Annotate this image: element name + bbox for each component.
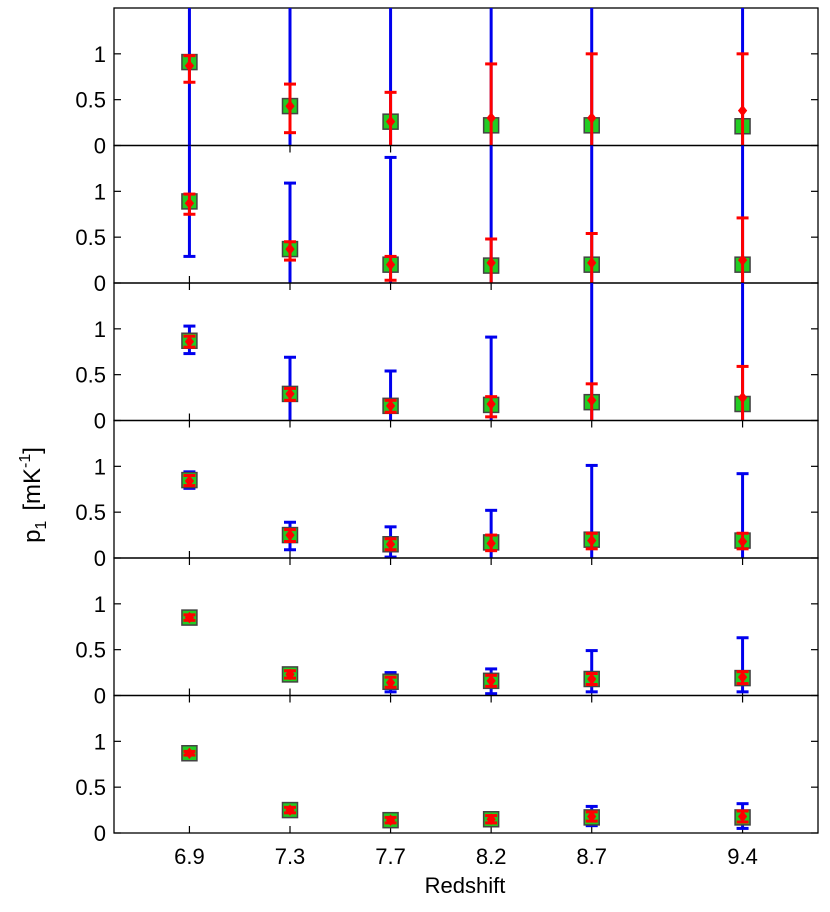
y-tick-label: 0: [94, 409, 106, 434]
estimate-marker: [285, 243, 295, 255]
estimate-marker: [486, 398, 496, 410]
estimate-marker: [486, 813, 496, 826]
estimate-marker: [587, 673, 597, 685]
panel-data: [181, 745, 751, 830]
y-tick-label: 0: [94, 546, 106, 571]
panel-frame: [113, 557, 819, 697]
y-tick-label: 0: [94, 821, 106, 846]
estimate-marker: [737, 254, 748, 266]
estimate-marker: [285, 668, 295, 681]
panel-frame: [113, 694, 819, 834]
panel-frame: [113, 282, 819, 422]
estimate-marker: [737, 535, 748, 548]
panel-data: [181, 283, 751, 421]
y-tick-label: 1: [94, 729, 106, 754]
estimate-marker: [285, 100, 295, 112]
panel-frame: [113, 419, 819, 559]
estimate-marker: [737, 671, 748, 683]
panel-data: [181, 463, 751, 558]
panel-frame: [113, 7, 819, 147]
y-axis-label-exponent: -1: [17, 454, 34, 468]
estimate-marker: [385, 115, 396, 128]
x-tick-label: 8.2: [476, 844, 507, 869]
estimate-marker: [385, 814, 396, 826]
estimate-marker: [184, 611, 195, 624]
estimate-marker: [587, 810, 597, 823]
estimate-marker: [385, 400, 396, 412]
y-tick-label: 1: [94, 454, 106, 479]
y-tick-label: 1: [94, 317, 106, 342]
y-axis-label-symbol: p: [19, 530, 46, 543]
y-tick-label: 1: [94, 179, 106, 204]
estimate-marker: [486, 112, 496, 124]
estimate-marker: [737, 104, 748, 117]
panel-2: 00.51: [75, 144, 819, 296]
estimate-marker: [385, 258, 396, 271]
panel-data: [181, 8, 751, 146]
x-tick-label: 7.7: [375, 844, 406, 869]
panel-3: 00.51: [75, 282, 819, 434]
y-tick-label: 0: [94, 684, 106, 709]
y-axis-label: p1 [mK-1]: [17, 447, 50, 543]
y-axis-label-unit: [mK: [19, 468, 46, 511]
y-tick-label: 0: [94, 271, 106, 296]
estimate-marker: [486, 257, 496, 269]
x-axis: 6.9 7.3 7.7 8.2 8.7 9.4: [174, 844, 758, 869]
x-tick-label: 7.3: [275, 844, 306, 869]
y-tick-label: 0.5: [75, 88, 106, 113]
panel-1: 00.51: [75, 7, 819, 159]
estimate-marker: [285, 804, 295, 816]
estimate-marker: [184, 59, 195, 72]
y-axis-label-text: p1 [mK-1]: [17, 447, 50, 543]
panel-frame: [113, 144, 819, 284]
panel-5: 00.51: [75, 557, 819, 709]
estimate-marker: [184, 335, 195, 348]
estimate-marker: [486, 675, 496, 687]
estimate-marker: [737, 810, 748, 823]
panel-data: [181, 609, 751, 696]
estimate-marker: [587, 112, 597, 124]
x-tick-label: 8.7: [576, 844, 607, 869]
estimate-marker: [737, 391, 748, 404]
y-tick-label: 0.5: [75, 500, 106, 525]
x-tick-label: 9.4: [727, 844, 758, 869]
x-tick-label: 6.9: [174, 844, 205, 869]
y-axis-label-subscript: 1: [33, 521, 50, 530]
y-tick-label: 1: [94, 592, 106, 617]
estimate-marker: [285, 529, 295, 541]
estimate-marker: [385, 676, 396, 689]
y-tick-label: 1: [94, 42, 106, 67]
y-tick-label: 0.5: [75, 775, 106, 800]
y-tick-label: 0: [94, 134, 106, 159]
estimate-marker: [285, 388, 295, 400]
y-tick-label: 0.5: [75, 638, 106, 663]
y-tick-label: 0.5: [75, 363, 106, 388]
estimate-marker: [184, 475, 195, 487]
estimate-marker: [184, 747, 195, 760]
estimate-marker: [486, 537, 496, 550]
y-tick-label: 0.5: [75, 225, 106, 250]
estimate-marker: [184, 197, 195, 210]
panel-6: 00.51: [75, 694, 819, 846]
estimate-marker: [587, 534, 597, 547]
y-axis-label-unit-close: ]: [19, 447, 46, 454]
panel-4: 00.51: [75, 419, 819, 571]
x-axis-label: Redshift: [425, 873, 506, 898]
estimate-marker: [587, 394, 597, 407]
panel-data: [181, 145, 751, 283]
estimate-marker: [587, 257, 597, 269]
estimate-marker: [385, 538, 396, 551]
